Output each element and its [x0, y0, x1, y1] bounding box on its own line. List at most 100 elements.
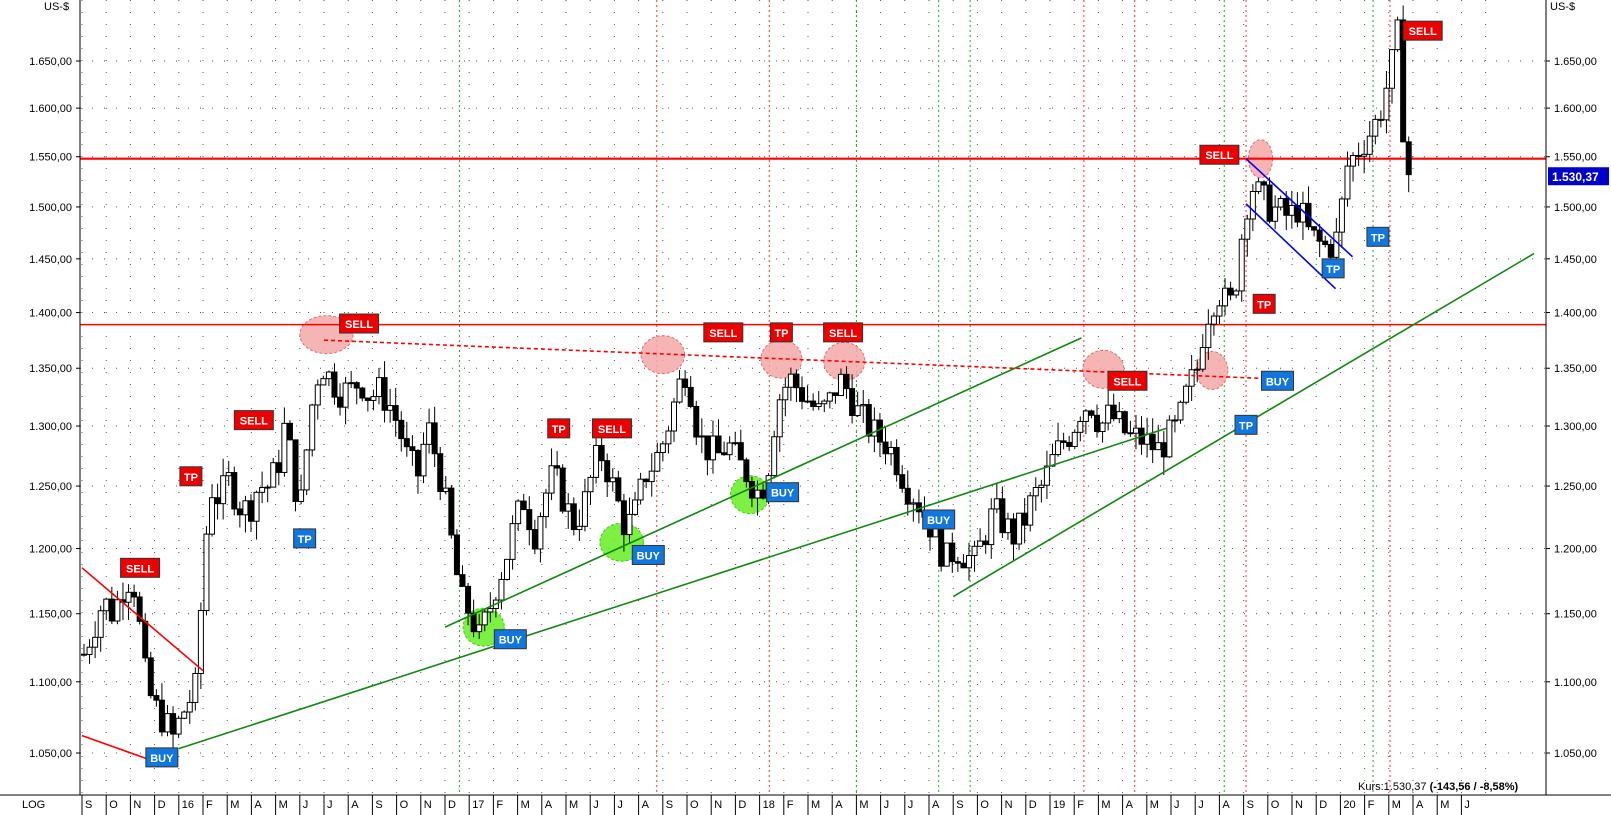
- candle-body-201: [1199, 347, 1206, 370]
- candle-body-119: [743, 459, 750, 483]
- signal-badge-label: BUY: [1266, 376, 1290, 388]
- y-tick-label-left-5: 1.300,00: [29, 421, 72, 433]
- candle-body-59: [409, 446, 416, 451]
- signal-buy-13: BUY: [145, 747, 179, 768]
- y-tick-label-right-1: 1.100,00: [1554, 677, 1597, 689]
- x-tick-label-14: N: [424, 799, 432, 811]
- candle-body-69: [465, 585, 472, 614]
- signal-sell-2: SELL: [233, 410, 274, 431]
- x-tick-label-28: 18: [763, 799, 775, 811]
- signal-sell-12: SELL: [1402, 20, 1443, 41]
- x-tick-label-21: J: [593, 799, 599, 811]
- candle-body-186: [1116, 411, 1123, 420]
- candle-body-235: [1389, 49, 1396, 89]
- candle-body-11: [142, 620, 149, 659]
- signal-badge-label: TP: [1326, 264, 1340, 276]
- candle-body-195: [1166, 419, 1173, 458]
- candle-body-38: [292, 439, 299, 502]
- x-tick-label-13: O: [400, 799, 409, 811]
- candle-body-224: [1327, 244, 1334, 258]
- candle-body-197: [1177, 401, 1184, 421]
- x-tick-label-57: J: [1464, 799, 1470, 811]
- candle-body-157: [954, 561, 961, 564]
- candle-body-169: [1021, 512, 1028, 526]
- candle-body-185: [1110, 404, 1117, 420]
- candle-body-15: [164, 713, 171, 733]
- x-tick-label-27: D: [738, 799, 746, 811]
- candle-body-3: [97, 610, 104, 638]
- y-tick-label-right-3: 1.200,00: [1554, 544, 1597, 556]
- candle-body-180: [1082, 410, 1089, 422]
- candlesticks: [81, 5, 1412, 749]
- signal-sell-7: TP: [769, 322, 793, 343]
- candle-body-225: [1333, 231, 1340, 258]
- candle-body-21: [197, 610, 204, 674]
- x-tick-label-46: J: [1198, 799, 1204, 811]
- candle-body-212: [1260, 181, 1267, 186]
- y-tick-label-right-4: 1.250,00: [1554, 481, 1597, 493]
- candle-body-234: [1383, 87, 1390, 121]
- trendline-2: [178, 427, 1167, 750]
- x-tick-label-41: F: [1077, 799, 1084, 811]
- scale-label: LOG: [22, 799, 45, 811]
- candle-body-156: [949, 542, 956, 563]
- candle-body-111: [698, 435, 705, 438]
- candle-body-110: [693, 405, 700, 438]
- x-tick-label-51: D: [1319, 799, 1327, 811]
- candle-body-89: [576, 525, 583, 531]
- candle-body-97: [620, 500, 627, 536]
- candle-body-136: [837, 373, 844, 397]
- candle-body-34: [270, 462, 277, 488]
- x-tick-label-18: M: [521, 799, 530, 811]
- x-tick-label-11: A: [351, 799, 359, 811]
- candle-body-112: [704, 435, 711, 461]
- x-tick-label-9: J: [303, 799, 309, 811]
- candle-body-52: [370, 396, 377, 401]
- candle-body-49: [353, 382, 360, 389]
- candle-body-22: [203, 533, 210, 612]
- candle-body-36: [281, 422, 288, 473]
- signal-badge-box: [823, 322, 864, 343]
- signal-badge-box: [1402, 20, 1443, 41]
- candle-body-31: [253, 491, 260, 522]
- signal-sell-0: SELL: [120, 557, 161, 578]
- candle-body-90: [581, 491, 588, 527]
- y-tick-label-left-2: 1.150,00: [29, 609, 72, 621]
- x-tick-label-10: J: [327, 799, 333, 811]
- candle-body-222: [1316, 229, 1323, 242]
- y-tick-label-right-10: 1.550,00: [1554, 152, 1597, 164]
- candle-body-113: [709, 435, 716, 461]
- trendline-6: [1245, 158, 1354, 258]
- candle-body-160: [971, 545, 978, 557]
- candle-body-39: [298, 489, 305, 502]
- candle-body-226: [1338, 198, 1345, 233]
- candle-body-114: [715, 435, 722, 454]
- candle-body-17: [175, 717, 182, 735]
- candle-body-170: [1027, 495, 1034, 526]
- signal-badge-box: [145, 747, 179, 768]
- y-tick-label-right-2: 1.150,00: [1554, 609, 1597, 621]
- candle-body-106: [670, 401, 677, 432]
- x-tick-label-1: O: [109, 799, 118, 811]
- candle-body-58: [403, 438, 410, 448]
- signal-badge-box: [1252, 293, 1276, 314]
- x-tick-label-50: N: [1295, 799, 1303, 811]
- signal-badge-box: [591, 418, 632, 439]
- kurs-price: Kurs:1.530,37: [1358, 781, 1430, 793]
- x-tick-label-49: O: [1271, 799, 1280, 811]
- signal-badge-label: TP: [1371, 232, 1385, 244]
- x-tick-label-25: O: [690, 799, 699, 811]
- signal-badge-label: BUY: [150, 753, 174, 765]
- signal-sell-1: TP: [179, 466, 203, 487]
- x-tick-label-29: F: [787, 799, 794, 811]
- candle-body-139: [854, 405, 861, 417]
- candle-body-80: [526, 509, 533, 531]
- candle-body-179: [1077, 420, 1084, 433]
- x-tick-label-32: M: [859, 799, 868, 811]
- candle-body-12: [147, 657, 154, 697]
- candle-body-181: [1088, 410, 1095, 416]
- candle-body-108: [682, 378, 689, 388]
- candle-body-20: [192, 672, 199, 703]
- y-tick-label-right-7: 1.400,00: [1554, 308, 1597, 320]
- signal-badge-box: [1321, 258, 1345, 279]
